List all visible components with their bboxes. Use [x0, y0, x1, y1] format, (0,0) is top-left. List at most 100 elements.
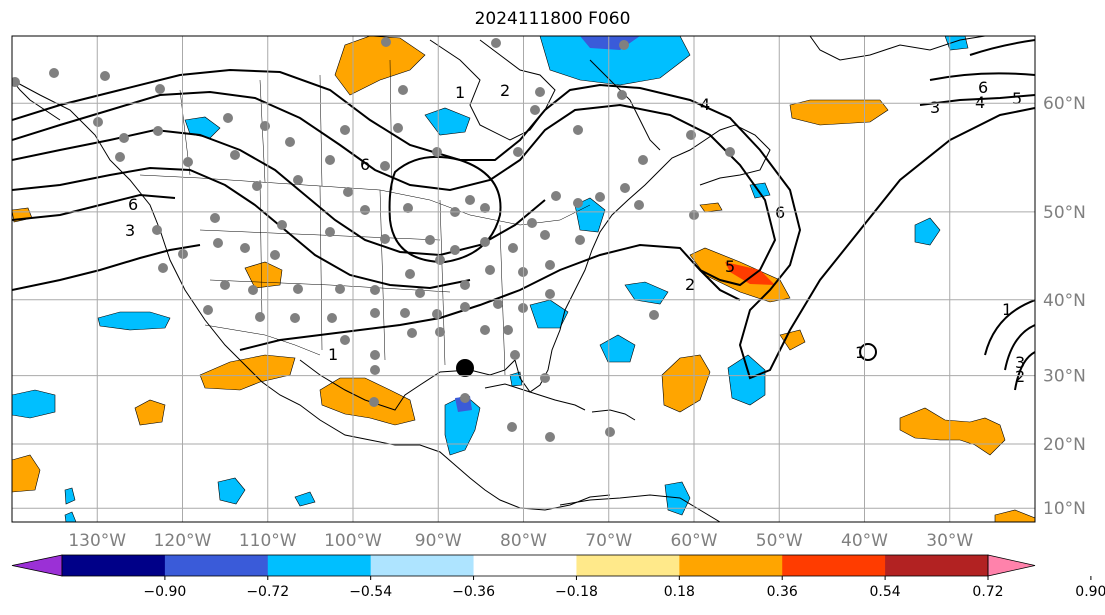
contour-label: 2	[685, 275, 695, 294]
negative-anomaly-area	[539, 36, 691, 86]
colorbar-bin	[473, 555, 577, 576]
colorbar-label: 0.18	[664, 584, 695, 600]
contour-label: 6	[128, 195, 138, 214]
longitude-label: 50°W	[756, 531, 803, 551]
contour-label: 2	[1015, 367, 1025, 386]
colorbar-label: −0.54	[349, 584, 392, 600]
longitude-label: 80°W	[500, 531, 547, 551]
colorbar-label: 0.54	[870, 584, 901, 600]
latitude-label: 30°N	[1043, 367, 1086, 387]
colorbar-label: 0.36	[767, 584, 798, 600]
negative-anomaly-area	[574, 197, 606, 233]
positive-anomaly-area	[994, 509, 1035, 522]
contour-line	[1014, 351, 1035, 391]
us-state-lines	[199, 179, 506, 376]
longitude-label: 40°W	[841, 531, 888, 551]
atlantic-coast	[564, 124, 771, 311]
longitude-label: 130°W	[68, 531, 126, 551]
latitude-label: 50°N	[1043, 203, 1086, 223]
negative-anomaly-area	[424, 107, 471, 136]
latitude-label: 10°N	[1043, 499, 1086, 519]
strong-positive-anomaly-area	[725, 262, 775, 285]
positive-anomaly-area	[789, 99, 889, 126]
contour-line	[12, 90, 777, 287]
pacific-coast-mexico	[12, 79, 61, 121]
colorbar-bin	[370, 555, 475, 576]
negative-anomaly-area	[529, 299, 569, 329]
greenland-coast	[809, 36, 986, 61]
negative-anomaly-area	[97, 311, 171, 331]
contour-label: 3	[125, 221, 135, 240]
contour-line	[984, 299, 1035, 356]
contour-line	[919, 94, 1035, 106]
negative-anomaly-area	[12, 389, 56, 419]
colorbar	[11, 554, 1036, 577]
contour-label: 3	[930, 98, 940, 117]
contour-label: 5	[725, 257, 735, 276]
colorbar-bin	[782, 555, 886, 576]
colorbar-label: −0.36	[452, 584, 495, 600]
hispaniola	[591, 409, 636, 421]
contour-line	[12, 166, 471, 290]
contour-line	[929, 72, 1035, 81]
longitude-label: 120°W	[154, 531, 212, 551]
contour-line	[12, 193, 176, 221]
contour-label: 1	[1002, 300, 1012, 319]
colorbar-extend-high	[987, 554, 1036, 577]
map-frame	[11, 35, 1036, 523]
longitude-label: 70°W	[585, 531, 632, 551]
contour-line	[239, 243, 741, 351]
contour-label: 2	[500, 81, 510, 100]
contour-line	[1004, 324, 1035, 371]
positive-anomaly-area	[12, 454, 41, 493]
negative-anomaly-area	[184, 116, 221, 139]
colorbar-label: −0.18	[555, 584, 598, 600]
colorbar-bin	[267, 555, 372, 576]
contour-line	[969, 39, 1035, 56]
longitude-label: 30°W	[926, 531, 973, 551]
colorbar-bin	[576, 555, 680, 576]
positive-anomaly-area	[779, 329, 806, 351]
longitude-label: 110°W	[239, 531, 297, 551]
map-title: 2024111800 F060	[474, 9, 631, 29]
contour-label: 1	[855, 343, 865, 362]
contour-line	[12, 68, 1035, 380]
latitude-label: 20°N	[1043, 435, 1086, 455]
longitude-label: 90°W	[415, 531, 462, 551]
colorbar-label: 0.72	[972, 584, 1003, 600]
positive-anomaly-area	[199, 354, 296, 391]
colorbar-label: −0.90	[143, 584, 186, 600]
us-canada-border	[139, 174, 591, 226]
gulf-coast	[299, 309, 566, 411]
contour-label: 1	[328, 345, 338, 364]
south-america-coast	[559, 494, 721, 522]
contour-line	[12, 244, 201, 291]
longitude-labels: 130°W 120°W 110°W 100°W 90°W 80°W 70°W 60°W 50°W…	[68, 531, 973, 551]
coastlines	[12, 36, 986, 522]
contour-label: 6	[775, 203, 785, 222]
negative-anomaly-area	[624, 281, 669, 305]
contour-line	[859, 343, 878, 361]
us-mexico-border	[204, 324, 321, 356]
contour-labels: 1 2 3 4 5 6 1 2 5 6 3 6 6 4 2 3 1 1	[125, 78, 1025, 386]
labrador-coast	[589, 59, 661, 151]
positive-anomaly-area	[899, 407, 1006, 456]
latitude-label: 40°N	[1043, 291, 1086, 311]
negative-anomaly-area	[64, 487, 76, 505]
highlight-marker	[456, 359, 474, 377]
contour-label: 6	[978, 78, 988, 97]
colorbar-label: −0.72	[246, 584, 289, 600]
colorbar-label: 0.90	[1075, 584, 1105, 600]
positive-anomaly-area	[699, 202, 723, 213]
contour-label: 5	[1012, 89, 1022, 108]
positive-anomaly-area	[244, 261, 283, 289]
station-markers	[12, 37, 735, 442]
colorbar-bin	[885, 555, 989, 576]
negative-anomaly-area	[217, 477, 246, 505]
graticule	[12, 36, 1035, 522]
hudson-bay	[429, 39, 556, 141]
latitude-label: 60°N	[1043, 94, 1086, 114]
negative-anomaly-area	[664, 481, 691, 516]
negative-anomaly-area	[914, 217, 941, 246]
